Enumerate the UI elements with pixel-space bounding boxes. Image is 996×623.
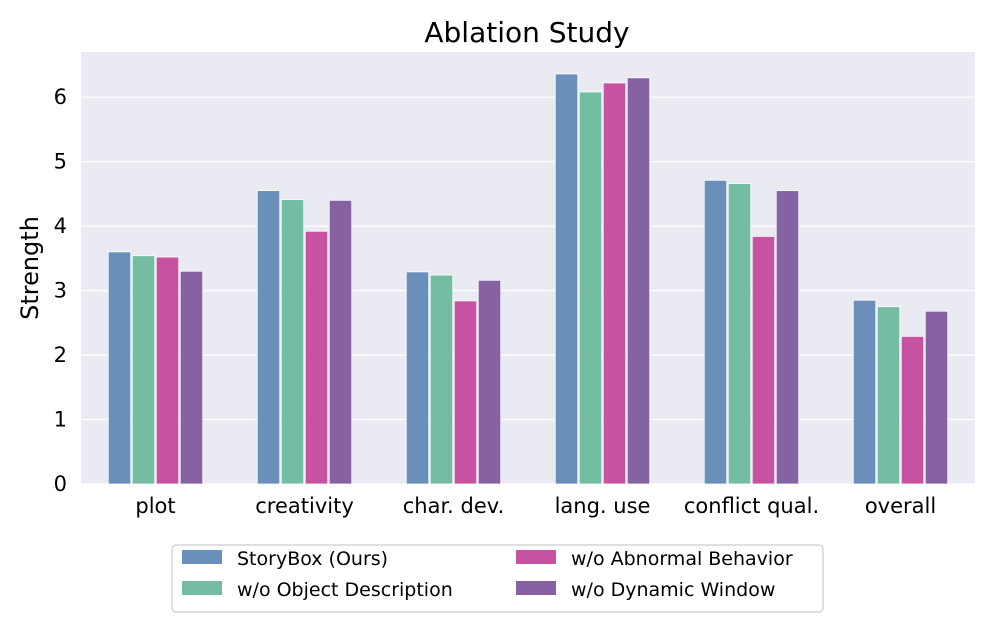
x-tick-label: plot [135,494,175,518]
plot-area [81,52,975,484]
x-axis-ticks: plot creativity char. dev. lang. use conflic… [135,494,936,518]
y-tick-label: 4 [54,214,67,238]
bar [256,190,281,485]
chart-title: Ablation Study [424,16,629,49]
bar [179,270,204,485]
legend-entry: w/o Abnormal Behavior [571,548,793,570]
bar [626,77,651,485]
legend-box [171,544,824,613]
legend-swatch [182,550,222,564]
bar [602,82,627,485]
legend-swatch [182,581,222,595]
bar [405,271,430,485]
bar [775,190,800,485]
bar [852,299,877,485]
gridlines [81,96,975,485]
bar [155,256,180,485]
x-tick-label: overall [865,494,936,518]
legend-entry: w/o Object Description [237,579,453,601]
x-tick-label: creativity [255,494,354,518]
bar [727,183,752,485]
y-tick-label: 5 [54,150,67,174]
y-axis-ticks: 0 1 2 3 4 5 6 [54,85,67,496]
bar [751,236,776,485]
bar [554,73,579,485]
bar [876,306,901,485]
x-tick-label: lang. use [555,494,651,518]
legend-entry: StoryBox (Ours) [237,548,388,570]
y-axis-label: Strength [16,216,44,320]
bar [924,310,949,485]
x-tick-label: conflict qual. [684,494,819,518]
bar [900,335,925,485]
legend-swatch [516,581,556,595]
y-tick-label: 6 [54,85,67,109]
bar [453,300,478,485]
bar [131,255,156,485]
y-tick-label: 3 [54,279,67,303]
x-tick-label: char. dev. [403,494,505,518]
y-tick-label: 0 [54,472,67,496]
bar [703,179,728,485]
bar [328,199,353,485]
bar [107,251,132,485]
bars [107,73,949,485]
bar [304,230,329,485]
y-tick-label: 2 [54,343,67,367]
bar [429,274,454,485]
bar [578,91,603,485]
legend-swatch [516,550,556,564]
legend: StoryBox (Ours) w/o Object Description w/o… [171,544,824,613]
legend-entry: w/o Dynamic Window [571,579,775,601]
bar [280,199,305,485]
bar [477,279,502,485]
y-tick-label: 1 [54,408,67,432]
